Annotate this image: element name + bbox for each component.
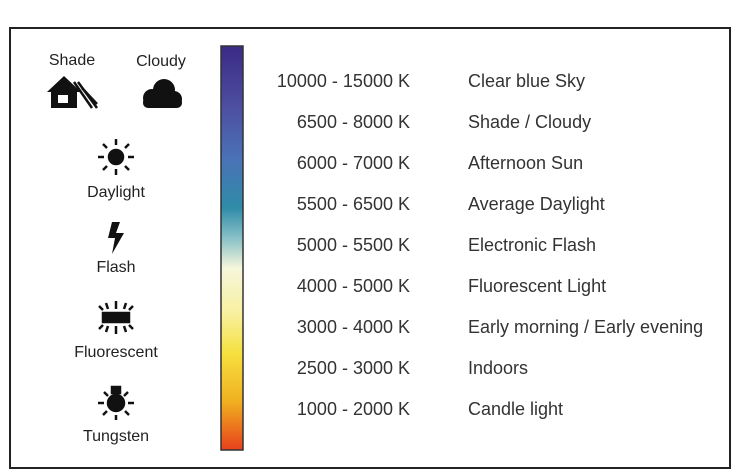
light-source: Indoors [468,358,528,378]
shade-icon [47,76,99,109]
temperature-range: 4000 - 5000 K [297,276,410,296]
tungsten-icon [98,385,134,420]
light-source: Clear blue Sky [468,71,585,91]
temperature-range: 5000 - 5500 K [297,235,410,255]
temperature-range: 3000 - 4000 K [297,317,410,337]
temperature-range: 1000 - 2000 K [297,399,410,419]
fluorescent-icon [98,301,134,334]
light-source: Average Daylight [468,194,605,214]
light-source: Early morning / Early evening [468,317,703,337]
icon-label: Shade [49,52,95,69]
temperature-range: 6500 - 8000 K [297,112,410,132]
icon-label: Flash [96,259,135,276]
temperature-range: 2500 - 3000 K [297,358,410,378]
temperature-range: 6000 - 7000 K [297,153,410,173]
icon-label: Tungsten [83,428,149,445]
frame [9,27,731,469]
light-source: Electronic Flash [468,235,596,255]
icon-label: Fluorescent [74,344,158,361]
daylight-icon [98,139,134,175]
temperature-range: 10000 - 15000 K [277,71,410,91]
cloudy-icon [143,79,182,108]
light-source: Afternoon Sun [468,153,583,173]
light-source: Shade / Cloudy [468,112,591,132]
light-source: Fluorescent Light [468,276,606,296]
color-scale [220,45,244,451]
temperature-range: 5500 - 6500 K [297,194,410,214]
flash-icon [108,222,124,254]
icon-label: Cloudy [136,53,186,70]
light-source: Candle light [468,399,563,419]
icon-label: Daylight [87,184,145,201]
